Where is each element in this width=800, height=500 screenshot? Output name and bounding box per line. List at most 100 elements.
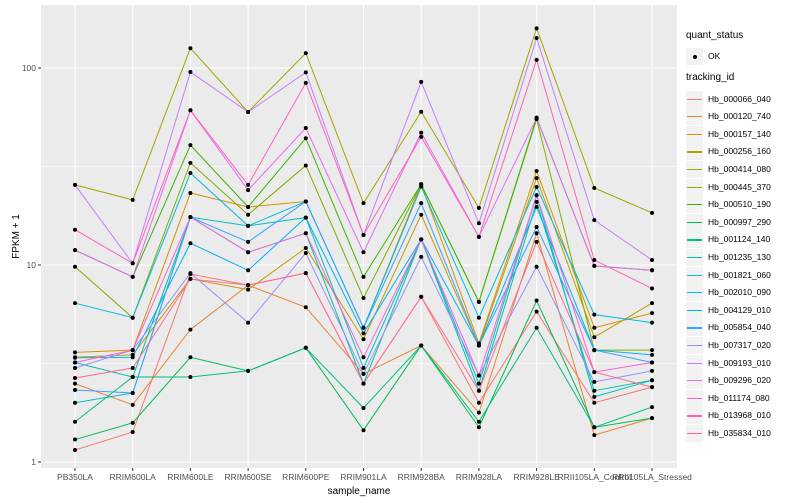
data-point bbox=[130, 261, 135, 266]
legend-key-box bbox=[686, 48, 703, 65]
data-point bbox=[650, 360, 654, 365]
legend-item-label: Hb_000256_160 bbox=[708, 146, 771, 157]
data-point bbox=[130, 197, 135, 202]
data-point bbox=[419, 237, 424, 242]
data-point bbox=[534, 239, 539, 244]
legend-color-line-icon bbox=[687, 274, 702, 276]
data-point bbox=[130, 274, 135, 279]
data-point bbox=[534, 309, 539, 314]
legend-color-line-icon bbox=[687, 309, 702, 312]
data-point bbox=[303, 251, 308, 256]
data-point bbox=[246, 212, 251, 217]
data-point bbox=[419, 254, 424, 259]
data-point bbox=[419, 294, 424, 299]
data-point bbox=[188, 171, 193, 176]
data-point bbox=[592, 388, 597, 393]
legend-color-line-icon bbox=[687, 415, 702, 417]
data-point bbox=[130, 375, 135, 380]
data-point bbox=[419, 212, 424, 217]
data-point bbox=[650, 352, 654, 357]
data-point bbox=[188, 327, 193, 332]
x-tick-label: RRIM928LE bbox=[513, 472, 560, 482]
data-point bbox=[534, 169, 539, 174]
legend-key-box bbox=[686, 336, 703, 354]
data-point bbox=[534, 204, 539, 209]
legend-item-label: Hb_005854_040 bbox=[708, 322, 771, 333]
data-point bbox=[303, 245, 308, 250]
data-point bbox=[130, 366, 135, 371]
legend-color-line-icon bbox=[687, 362, 702, 364]
data-point bbox=[303, 215, 308, 220]
y-tick-label: 10 bbox=[27, 260, 37, 270]
data-point bbox=[419, 343, 424, 348]
data-point bbox=[650, 268, 654, 273]
data-point bbox=[73, 264, 77, 269]
data-point bbox=[188, 215, 193, 220]
data-point bbox=[592, 370, 597, 375]
data-point bbox=[361, 250, 366, 255]
data-point bbox=[534, 325, 539, 330]
data-point bbox=[361, 325, 366, 330]
data-point bbox=[73, 355, 77, 360]
data-point bbox=[361, 371, 366, 376]
legend-color-line-icon bbox=[687, 256, 702, 259]
data-point bbox=[592, 325, 597, 330]
data-point bbox=[592, 258, 597, 263]
data-point bbox=[650, 301, 654, 306]
data-point bbox=[650, 348, 654, 353]
data-point bbox=[188, 108, 193, 113]
data-point bbox=[650, 405, 654, 410]
data-point bbox=[592, 433, 597, 438]
data-point bbox=[188, 160, 193, 165]
data-point bbox=[361, 295, 366, 300]
data-point bbox=[303, 345, 308, 350]
legend-color-line-icon bbox=[687, 98, 702, 100]
data-point bbox=[650, 210, 654, 215]
data-point bbox=[188, 271, 193, 276]
data-point bbox=[246, 188, 251, 193]
legend-color-line-icon bbox=[687, 221, 702, 224]
legend-item-label: Hb_007317_020 bbox=[708, 339, 771, 350]
data-point bbox=[650, 320, 654, 325]
legend-item-label: Hb_001235_130 bbox=[708, 251, 771, 262]
data-point bbox=[73, 301, 77, 306]
data-point bbox=[419, 134, 424, 139]
data-point bbox=[534, 176, 539, 181]
legend-color-line-icon bbox=[687, 292, 702, 294]
data-point bbox=[246, 109, 251, 114]
legend-item-label: Hb_001821_060 bbox=[708, 269, 771, 280]
legend-color-line-icon bbox=[687, 116, 702, 118]
x-tick-label: RRIM928LA bbox=[456, 472, 503, 482]
y-tick-label: 1 bbox=[31, 457, 36, 467]
data-point bbox=[188, 143, 193, 148]
data-point bbox=[73, 375, 77, 380]
x-tick-label: RRIM600PE bbox=[282, 472, 330, 482]
legend-item-label: Hb_009193_010 bbox=[708, 357, 771, 368]
legend-color-line-icon bbox=[687, 204, 702, 206]
data-point bbox=[592, 312, 597, 317]
x-tick-label: RRII105LA_Control bbox=[557, 472, 631, 482]
data-point bbox=[534, 231, 539, 236]
legend-key-box bbox=[686, 143, 703, 161]
legend-item-label: Hb_009296_020 bbox=[708, 375, 771, 386]
data-point bbox=[303, 163, 308, 168]
legend-key-box bbox=[686, 424, 703, 442]
data-point bbox=[650, 258, 654, 263]
x-tick-label: RRIM901LA bbox=[340, 472, 387, 482]
data-point bbox=[188, 375, 193, 380]
data-point bbox=[361, 201, 366, 206]
legend-item-label: OK bbox=[708, 51, 721, 61]
data-point bbox=[188, 276, 193, 281]
legend-key-box bbox=[686, 196, 703, 214]
data-point bbox=[130, 420, 135, 425]
black-point-icon bbox=[692, 54, 697, 59]
data-point bbox=[188, 241, 193, 246]
legend-key-box bbox=[686, 266, 703, 284]
data-point bbox=[73, 400, 77, 405]
legend-key-box bbox=[686, 90, 703, 108]
data-point bbox=[130, 429, 135, 434]
data-point bbox=[361, 232, 366, 237]
data-point bbox=[476, 299, 481, 304]
x-tick-label: RRIM600LA bbox=[110, 472, 157, 482]
x-tick-label: RRIM928BA bbox=[398, 472, 446, 482]
